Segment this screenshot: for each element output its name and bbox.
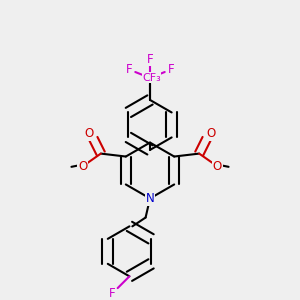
Text: F: F xyxy=(168,63,175,76)
Text: F: F xyxy=(125,63,132,76)
Text: O: O xyxy=(84,127,94,140)
Text: N: N xyxy=(146,192,154,205)
Text: O: O xyxy=(213,160,222,173)
Text: O: O xyxy=(206,127,216,140)
Text: CF₃: CF₃ xyxy=(142,73,161,83)
Text: O: O xyxy=(78,160,87,173)
Text: F: F xyxy=(147,53,153,66)
Text: F: F xyxy=(109,287,116,300)
